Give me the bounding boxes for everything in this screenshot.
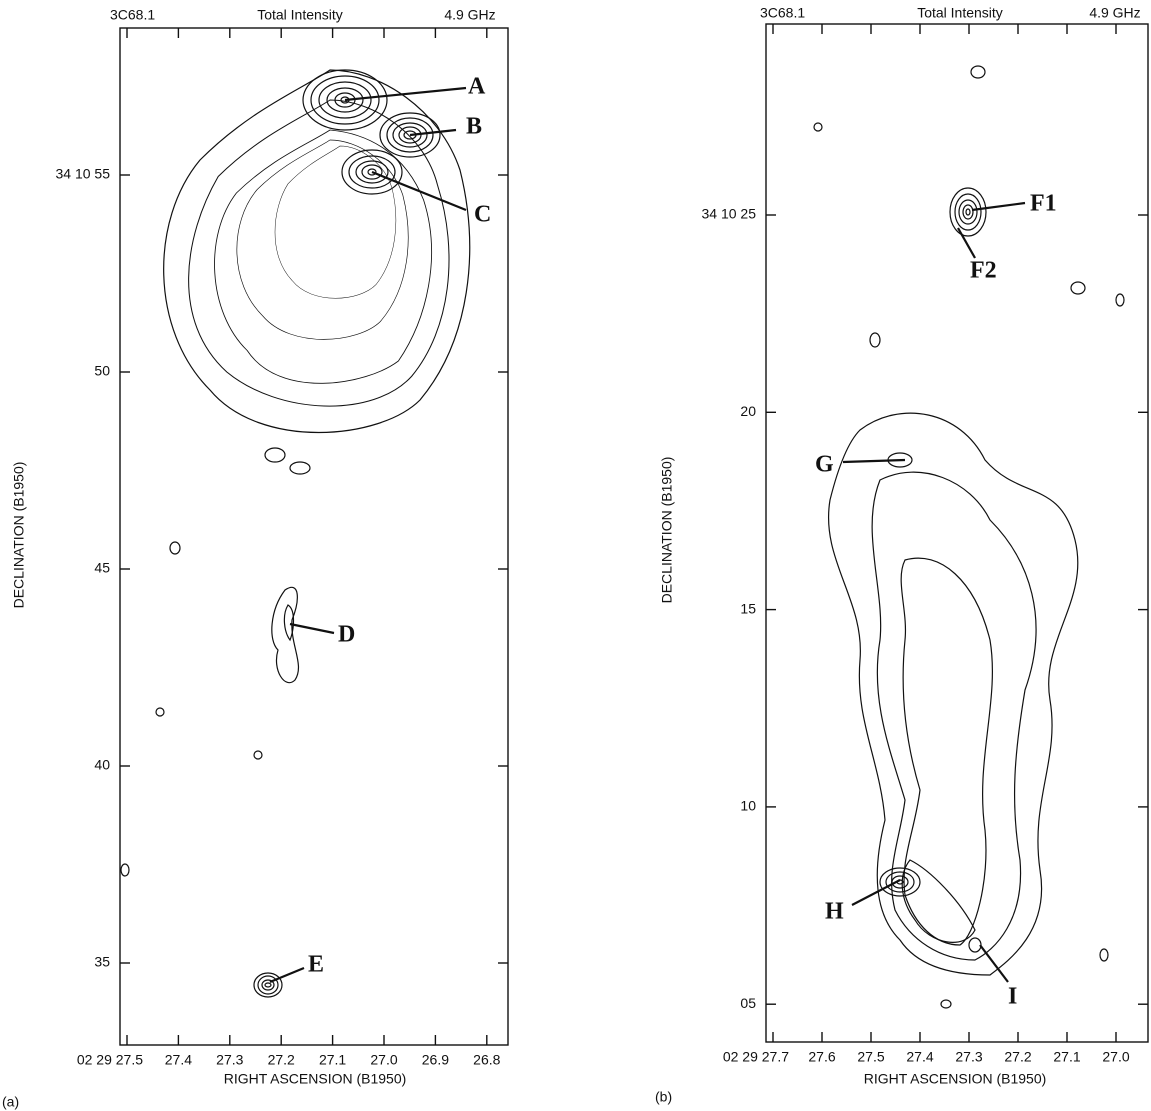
- header-source: 3C68.1: [760, 5, 805, 21]
- component-label: C: [474, 202, 491, 228]
- x-tick-label: 26.8: [473, 1052, 500, 1068]
- y-tick-label: 34 10 25: [702, 206, 757, 222]
- x-axis-label: RIGHT ASCENSION (B1950): [864, 1071, 1047, 1087]
- x-tick-label: 27.5: [857, 1049, 884, 1065]
- x-tick-label: 27.0: [1102, 1049, 1129, 1065]
- x-tick-label: 27.4: [906, 1049, 933, 1065]
- component-label: F2: [970, 258, 997, 284]
- x-tick-label: 27.2: [268, 1052, 295, 1068]
- panel-label: (a): [2, 1094, 19, 1110]
- x-tick-label: 27.6: [808, 1049, 835, 1065]
- component-label: G: [815, 452, 834, 478]
- y-tick-label: 35: [94, 954, 110, 970]
- component-label: E: [308, 952, 324, 978]
- x-tick-label: 02 29 27.5: [77, 1052, 143, 1068]
- header-frequency: 4.9 GHz: [444, 7, 495, 23]
- component-label: F1: [1030, 191, 1057, 217]
- y-tick-label: 05: [740, 995, 756, 1011]
- component-label: A: [468, 74, 486, 100]
- leader-line: [290, 624, 334, 633]
- header-title: Total Intensity: [257, 7, 343, 23]
- y-axis-label: DECLINATION (B1950): [11, 462, 27, 609]
- y-tick-label: 34 10 55: [56, 166, 111, 182]
- component-label: B: [466, 114, 482, 140]
- x-tick-label: 27.3: [955, 1049, 982, 1065]
- x-tick-label: 27.1: [319, 1052, 346, 1068]
- contours-a: [121, 70, 470, 997]
- x-tick-label: 27.4: [165, 1052, 192, 1068]
- x-tick-label: 27.2: [1004, 1049, 1031, 1065]
- x-tick-label: 27.1: [1053, 1049, 1080, 1065]
- x-tick-label: 27.0: [370, 1052, 397, 1068]
- header-frequency: 4.9 GHz: [1089, 5, 1140, 21]
- header-source: 3C68.1: [110, 7, 155, 23]
- leader-line: [843, 460, 905, 462]
- contours-b: [814, 66, 1124, 1008]
- y-axis-label: DECLINATION (B1950): [659, 457, 675, 604]
- x-tick-label: 27.3: [216, 1052, 243, 1068]
- plot-frame: [766, 24, 1148, 1042]
- x-tick-label: 26.9: [422, 1052, 449, 1068]
- leader-line: [958, 228, 975, 258]
- x-axis-label: RIGHT ASCENSION (B1950): [224, 1071, 407, 1087]
- header-title: Total Intensity: [917, 5, 1003, 21]
- component-label: D: [338, 622, 355, 648]
- y-tick-label: 45: [94, 560, 110, 576]
- figure: 3C68.1 Total Intensity 4.9 GHz 02 29 27.5 27…: [0, 0, 1151, 1111]
- component-label: I: [1008, 984, 1017, 1010]
- y-tick-label: 10: [740, 798, 756, 814]
- y-tick-label: 20: [740, 403, 756, 419]
- y-tick-label: 15: [740, 600, 756, 616]
- x-tick-label: 02 29 27.7: [723, 1049, 789, 1065]
- plot-frame: [120, 28, 508, 1045]
- y-tick-label: 40: [94, 757, 110, 773]
- leader-line: [345, 88, 466, 100]
- panel-label: (b): [655, 1089, 672, 1105]
- y-tick-label: 50: [94, 363, 110, 379]
- component-label: H: [825, 899, 844, 925]
